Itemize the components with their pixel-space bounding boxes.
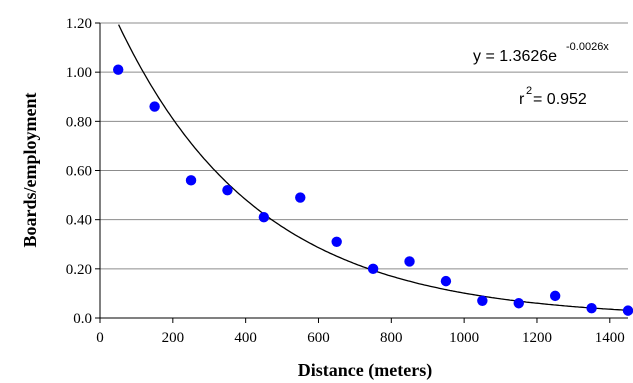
gridlines (100, 22, 628, 270)
x-tick-label: 1000 (449, 330, 479, 346)
y-tick-label: 0.20 (66, 262, 92, 278)
x-tick-label: 800 (380, 330, 403, 346)
equation-annotation: y = 1.3626e -0.0026x (473, 41, 609, 65)
x-tick-label: 600 (307, 330, 330, 346)
axes (95, 22, 628, 323)
x-tick-label: 200 (162, 330, 185, 346)
x-tick-label: 1200 (522, 330, 552, 346)
data-point (404, 256, 415, 267)
y-tick-label: 0.0 (73, 311, 92, 327)
data-point (440, 275, 452, 287)
r2-value: = 0.952 (533, 91, 587, 108)
data-point (549, 290, 561, 302)
x-axis-title: Distance (meters) (298, 360, 432, 381)
y-tick-label: 1.20 (66, 16, 92, 32)
data-point (331, 236, 342, 247)
data-point (513, 298, 524, 309)
data-point (185, 175, 197, 186)
y-axis-title: Boards/employment (20, 92, 40, 247)
data-point (477, 295, 488, 306)
data-points (113, 64, 633, 316)
x-tick-label: 400 (234, 330, 257, 346)
data-point (113, 64, 124, 75)
r2-prefix: r (519, 91, 525, 108)
x-tick-label: 0 (96, 330, 104, 346)
y-tick-label: 0.80 (66, 114, 92, 130)
data-point (367, 263, 379, 275)
y-tick-labels: 0.0 0.20 0.40 0.60 0.80 1.00 1.20 (66, 16, 92, 327)
r-squared-annotation: r 2 = 0.952 (519, 85, 587, 108)
r2-superscript: 2 (526, 85, 532, 97)
x-tick-label: 1400 (595, 330, 625, 346)
data-point (149, 101, 160, 112)
data-point (258, 212, 270, 223)
equation-exponent: -0.0026x (566, 41, 609, 53)
y-tick-label: 0.60 (66, 164, 92, 180)
y-tick-label: 0.40 (66, 213, 92, 229)
y-tick-label: 1.00 (66, 65, 92, 81)
data-point (622, 305, 633, 316)
data-point (295, 192, 306, 203)
equation-text: y = 1.3626e (473, 48, 557, 65)
x-tick-labels: 0 200 400 600 800 1000 1200 1400 (96, 330, 625, 346)
data-point (586, 302, 597, 314)
data-point (222, 184, 233, 196)
